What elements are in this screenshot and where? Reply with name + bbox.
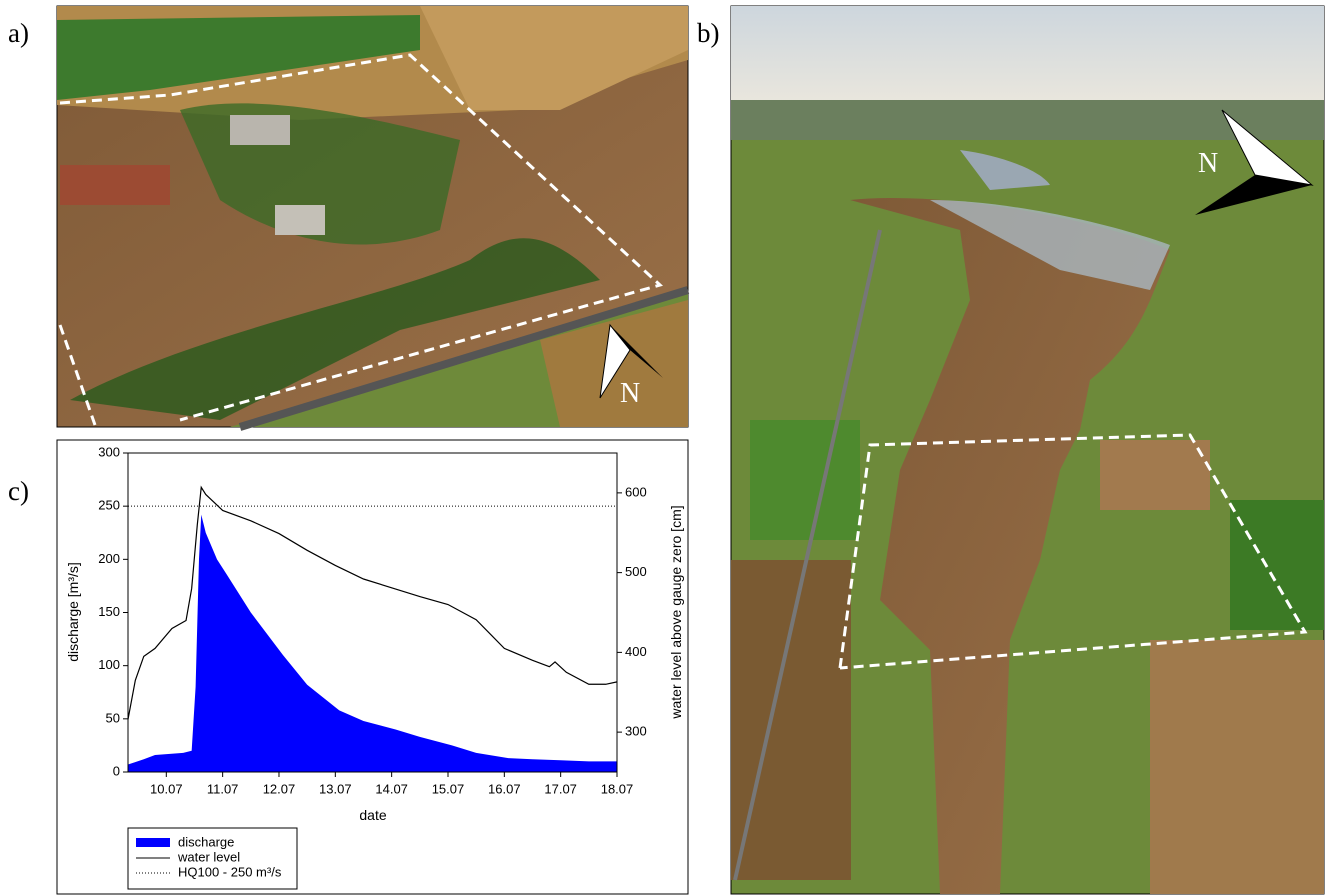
y2-tick-label: 600 <box>625 484 647 499</box>
photo-a <box>57 6 688 427</box>
y2-tick-label: 300 <box>625 724 647 739</box>
x-tick-label: 17.07 <box>544 781 577 796</box>
x-tick-label: 18.07 <box>601 781 634 796</box>
photo-b <box>731 6 1324 894</box>
panel-label: b) <box>697 18 720 48</box>
figure: a) N b) N c) date discharge [m³/s] water… <box>0 0 1326 896</box>
y-tick-label: 0 <box>113 763 120 778</box>
chart-frame <box>57 440 688 894</box>
legend-label: HQ100 - 250 m³/s <box>178 864 282 879</box>
y-axis-label: discharge [m³/s] <box>65 562 81 662</box>
y-tick-label: 200 <box>98 551 120 566</box>
x-tick-label: 11.07 <box>207 781 239 796</box>
y2-tick-label: 500 <box>625 564 647 579</box>
y-tick-label: 50 <box>106 710 120 725</box>
panel-label: c) <box>8 476 29 506</box>
x-tick-label: 12.07 <box>263 781 296 796</box>
y2-tick-label: 400 <box>625 644 647 659</box>
y-tick-label: 300 <box>98 444 120 459</box>
panel-label: a) <box>8 18 29 48</box>
x-tick-label: 14.07 <box>375 781 408 796</box>
compass-label: N <box>1198 148 1218 179</box>
compass-label: N <box>620 378 640 409</box>
legend-swatch <box>136 838 170 847</box>
x-tick-label: 15.07 <box>432 781 465 796</box>
x-axis-label: date <box>359 807 386 823</box>
x-tick-label: 10.07 <box>150 781 183 796</box>
legend-label: discharge <box>178 834 234 849</box>
x-tick-label: 13.07 <box>319 781 352 796</box>
y-tick-label: 100 <box>98 657 120 672</box>
x-tick-label: 16.07 <box>488 781 521 796</box>
y-tick-label: 250 <box>98 498 120 513</box>
y-tick-label: 150 <box>98 604 120 619</box>
legend-label: water level <box>177 849 240 864</box>
y2-axis-label: water level above gauge zero [cm] <box>668 505 684 719</box>
